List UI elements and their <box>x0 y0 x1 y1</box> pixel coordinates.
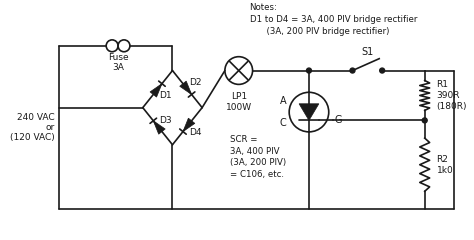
Circle shape <box>422 118 427 123</box>
Circle shape <box>350 68 355 73</box>
Polygon shape <box>180 81 191 95</box>
Polygon shape <box>299 104 319 120</box>
Text: R2
1k0: R2 1k0 <box>437 155 453 175</box>
Polygon shape <box>183 118 195 132</box>
Text: SCR =
3A, 400 PIV
(3A, 200 PIV)
= C106, etc.: SCR = 3A, 400 PIV (3A, 200 PIV) = C106, … <box>230 135 286 179</box>
Text: D3: D3 <box>159 115 172 125</box>
Text: G: G <box>335 115 342 125</box>
Text: A: A <box>280 96 286 106</box>
Text: D1: D1 <box>159 91 172 100</box>
Text: 240 VAC
or
(120 VAC): 240 VAC or (120 VAC) <box>10 113 55 142</box>
Text: S1: S1 <box>361 47 374 57</box>
Text: D2: D2 <box>189 78 201 87</box>
Text: C: C <box>280 118 286 128</box>
Text: LP1
100W: LP1 100W <box>226 92 252 112</box>
Circle shape <box>307 68 311 73</box>
Polygon shape <box>153 121 165 134</box>
Polygon shape <box>150 84 162 97</box>
Text: R1
390R
(180R): R1 390R (180R) <box>437 80 467 111</box>
Circle shape <box>380 68 384 73</box>
Text: Notes:
D1 to D4 = 3A, 400 PIV bridge rectifier
      (3A, 200 PIV bridge rectifi: Notes: D1 to D4 = 3A, 400 PIV bridge rec… <box>250 3 417 36</box>
Text: D4: D4 <box>189 128 201 137</box>
Text: Fuse
3A: Fuse 3A <box>108 53 128 72</box>
